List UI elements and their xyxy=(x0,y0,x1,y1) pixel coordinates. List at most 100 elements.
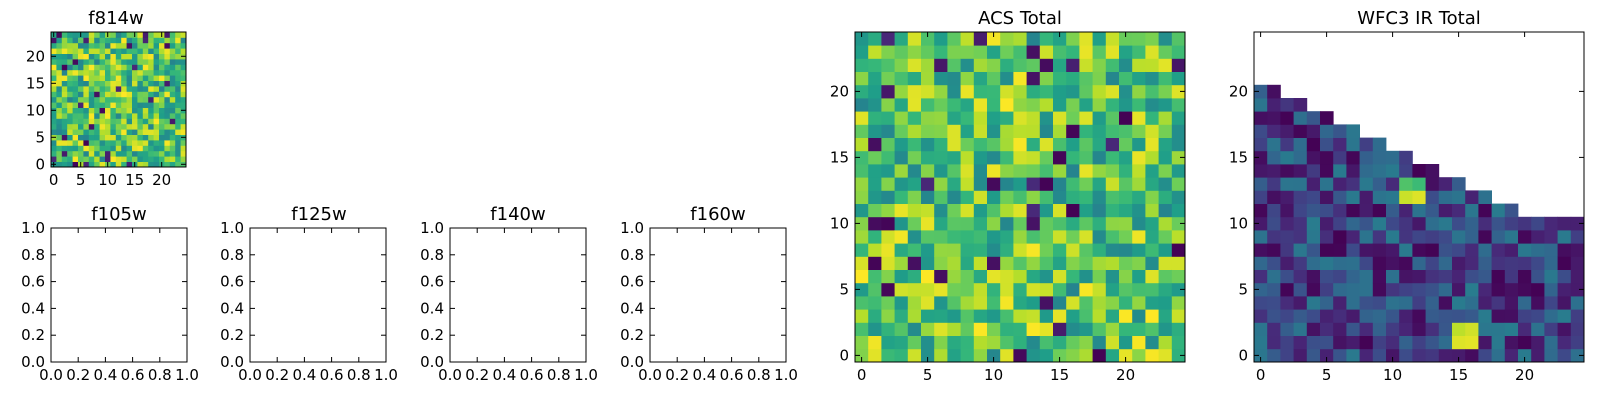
panel-title-f814w: f814w xyxy=(88,8,143,29)
heatmap-cell xyxy=(1267,190,1281,204)
heatmap-cell xyxy=(934,84,948,99)
heatmap-cell xyxy=(1000,335,1014,350)
heatmap-cell xyxy=(1386,269,1400,284)
heatmap-cell xyxy=(72,96,79,103)
heatmap-cell xyxy=(1386,164,1400,178)
heatmap-cell xyxy=(105,53,111,60)
heatmap-cell xyxy=(142,134,149,141)
y-tick-label: 10 xyxy=(830,214,849,232)
heatmap-cell xyxy=(1026,137,1041,152)
heatmap-cell xyxy=(1267,269,1281,284)
heatmap-cell xyxy=(881,230,895,244)
heatmap-cell xyxy=(110,53,117,60)
heatmap-cell xyxy=(72,145,79,152)
heatmap-cell xyxy=(960,84,975,99)
x-tick-label: 0.6 xyxy=(320,366,344,384)
heatmap-cell xyxy=(1320,164,1334,178)
heatmap-cell xyxy=(51,42,57,49)
heatmap-cell xyxy=(105,156,111,162)
heatmap-cell xyxy=(137,80,144,87)
heatmap-cell xyxy=(1544,269,1558,284)
heatmap-cell xyxy=(67,123,73,130)
heatmap-cell xyxy=(1346,322,1360,336)
heatmap-cell xyxy=(137,113,144,119)
heatmap-cell xyxy=(1105,32,1120,46)
heatmap-cell xyxy=(1000,216,1014,231)
x-tick-label: 10 xyxy=(98,171,117,189)
heatmap-cell xyxy=(1399,322,1413,336)
heatmap-cell xyxy=(72,107,79,114)
heatmap-cell xyxy=(94,64,100,71)
heatmap-cell xyxy=(1158,203,1173,218)
heatmap-cell xyxy=(126,134,133,141)
heatmap-cell xyxy=(1320,150,1334,165)
heatmap-cell xyxy=(121,91,127,98)
heatmap-cell xyxy=(159,145,165,152)
heatmap-cell xyxy=(175,37,181,44)
heatmap-cell xyxy=(1412,348,1426,363)
heatmap-cell xyxy=(1066,256,1080,270)
heatmap-cell xyxy=(1254,230,1268,244)
heatmap-cell xyxy=(1531,216,1545,231)
heatmap-cell xyxy=(1544,296,1558,310)
heatmap-cell xyxy=(960,256,975,270)
heatmap-cell xyxy=(947,32,961,46)
heatmap-cell xyxy=(61,80,68,87)
heatmap-cell xyxy=(153,69,160,76)
x-tick-label: 15 xyxy=(125,171,144,189)
heatmap-cell xyxy=(153,102,160,108)
heatmap-cell xyxy=(148,32,154,38)
heatmap-cell xyxy=(1425,335,1440,350)
heatmap-cell xyxy=(1570,243,1585,257)
heatmap-cell xyxy=(960,150,975,165)
heatmap-cell xyxy=(1452,335,1466,350)
heatmap-cell xyxy=(137,48,144,54)
heatmap-cell xyxy=(1267,98,1281,112)
y-tick-label: 5 xyxy=(1238,280,1248,298)
heatmap-cell xyxy=(987,243,1001,257)
heatmap-cell xyxy=(1039,137,1054,152)
heatmap-cell xyxy=(1293,124,1308,138)
heatmap-cell xyxy=(94,118,100,125)
heatmap-cell xyxy=(960,296,975,310)
heatmap-cell xyxy=(105,80,111,87)
heatmap-cell xyxy=(1053,124,1067,138)
heatmap-cell xyxy=(67,118,73,125)
heatmap-cell xyxy=(934,216,948,231)
heatmap-cell xyxy=(1478,230,1492,244)
heatmap-cell xyxy=(1132,190,1146,204)
heatmap-cell xyxy=(78,145,84,152)
heatmap-cell xyxy=(61,86,68,92)
heatmap-cell xyxy=(1119,269,1133,284)
heatmap-cell xyxy=(51,150,57,157)
heatmap-cell xyxy=(83,69,90,76)
heatmap-cell xyxy=(1079,322,1093,336)
heatmap-cell xyxy=(1079,177,1093,191)
heatmap-cell xyxy=(1013,296,1027,310)
heatmap-cell xyxy=(1320,124,1334,138)
heatmap-cell xyxy=(1399,309,1413,323)
heatmap-cell xyxy=(960,98,975,112)
heatmap-cell xyxy=(1158,348,1173,363)
heatmap-cell xyxy=(1171,190,1186,204)
heatmap-cell xyxy=(1399,256,1413,270)
heatmap-cell xyxy=(148,75,154,81)
heatmap-cell xyxy=(960,32,975,46)
heatmap-cell xyxy=(1145,58,1159,72)
heatmap-cell xyxy=(1438,269,1453,284)
heatmap-cell xyxy=(973,296,988,310)
heatmap-cell xyxy=(169,32,176,38)
heatmap-cell xyxy=(126,129,133,135)
heatmap-cell xyxy=(1452,203,1466,218)
heatmap-cell xyxy=(1053,177,1067,191)
heatmap-cell xyxy=(78,69,84,76)
heatmap-cell xyxy=(1293,348,1308,363)
heatmap-cell xyxy=(1465,322,1479,336)
heatmap-cell xyxy=(1119,216,1133,231)
heatmap-cell xyxy=(1013,137,1027,152)
heatmap-cell xyxy=(142,32,149,38)
heatmap-cell xyxy=(61,75,68,81)
heatmap-cell xyxy=(67,48,73,54)
heatmap-cell xyxy=(894,137,909,152)
